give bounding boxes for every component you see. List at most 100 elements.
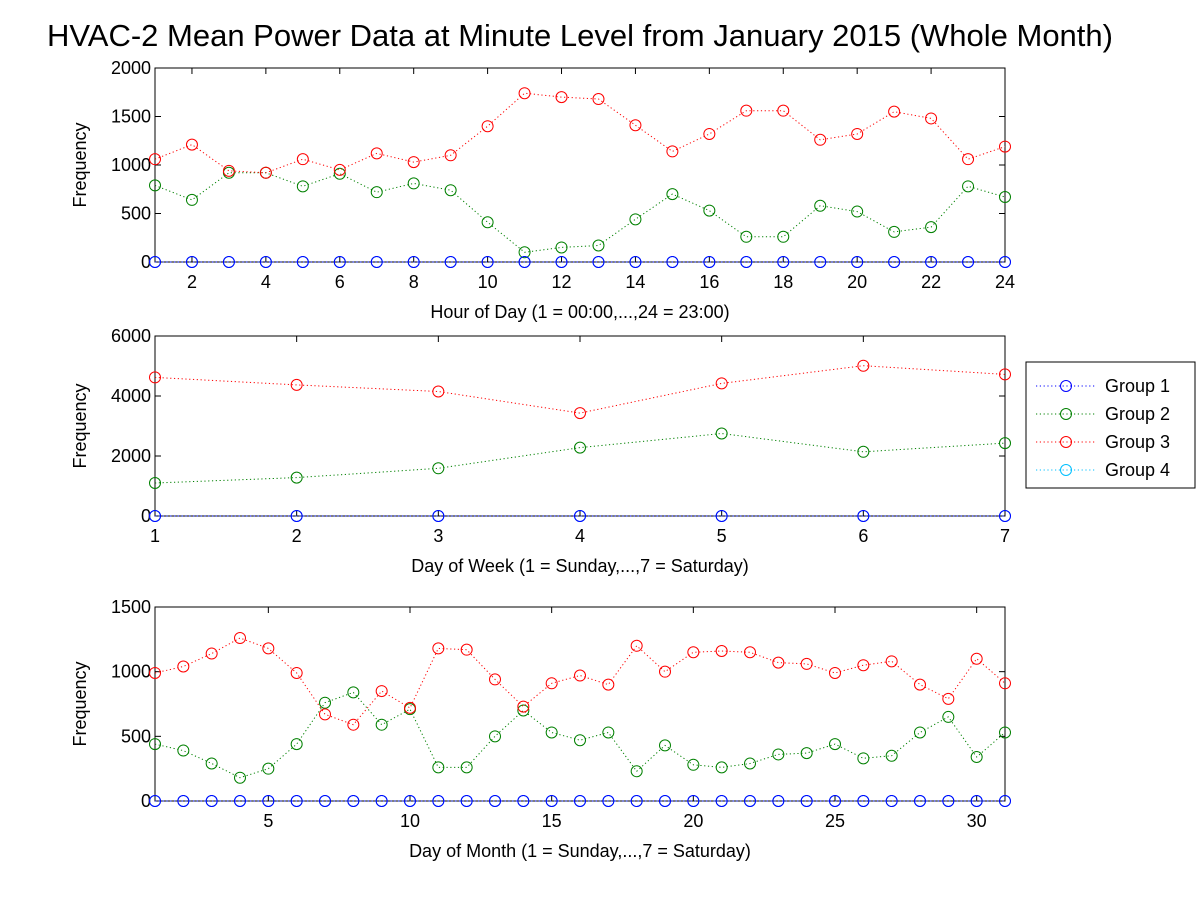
panel-2-y-tick-label: 2000 (111, 446, 151, 466)
panel-1-group-3-point (814, 133, 827, 146)
panel-1-group-1-point (592, 256, 605, 268)
panel-3-group-3-point (177, 660, 190, 673)
panel-3-y-tick-label: 0 (141, 791, 151, 811)
panel-3-group-3-point (432, 642, 445, 655)
panel-2-group-1-point (715, 510, 728, 522)
panel-2-y-axis-label: Frequency (70, 383, 90, 468)
panel-3-group-3-point (942, 692, 955, 705)
panel-1-group-3-point (629, 119, 642, 132)
panel-2-group-1-point (574, 510, 586, 522)
panel-1-group-1-point (185, 256, 198, 268)
panel-1-y-tick-label: 0 (141, 252, 151, 272)
panel-3-y-tick-label: 1000 (111, 662, 151, 682)
legend-label: Group 4 (1105, 460, 1170, 480)
panel-3-group-1-point (290, 795, 303, 807)
panel-1-group-3-point (777, 104, 790, 117)
panel-3-y-axis-label: Frequency (70, 661, 90, 746)
panel-1-group-1-point (925, 256, 938, 268)
panel-3-group-3-point (460, 643, 473, 656)
legend-marker (1060, 380, 1072, 392)
panel-1-x-tick-label: 2 (187, 272, 197, 292)
panel-2-group-2-point (149, 477, 161, 489)
panel-1-group-3-point (703, 127, 716, 140)
panel-1-axes-box (154, 67, 1006, 263)
panel-3-group-2-point (687, 758, 700, 771)
panel-3-group-2-point (744, 757, 756, 770)
panel-2-y-tick-label: 4000 (111, 386, 151, 406)
panel-1-group-1-point (999, 256, 1011, 268)
panel-3-group-1-point (999, 795, 1011, 807)
legend-marker (1060, 464, 1072, 476)
panel-3-group-1-point (829, 795, 841, 807)
panel-3-group-3-point (347, 718, 360, 731)
panel-1-group-2-point (851, 205, 864, 218)
panel-3-group-2-point (602, 726, 615, 739)
panel-3-group-2-point (857, 752, 870, 765)
panel-3-group-2-point (290, 738, 303, 751)
panel-1-group-2-point (444, 184, 457, 197)
panel-1-x-tick-label: 8 (409, 272, 419, 292)
panel-3-group-1-point (432, 795, 445, 807)
panel-1-group-3-point (666, 145, 679, 158)
panel-1-group-2-point (407, 177, 420, 190)
panel-3-y-tick-label: 1500 (111, 597, 151, 617)
panel-3-group-2-point (942, 710, 955, 723)
panel-1-group-2-point (149, 179, 161, 192)
panel-1-group-2-point (999, 191, 1011, 204)
panel-1-group-2-point (370, 186, 383, 199)
panel-1-group-2-line (154, 172, 1006, 253)
panel-1-group-2-point (518, 246, 531, 259)
panel-3-group-2-point (545, 726, 558, 739)
panel-2-group-3-point (715, 377, 728, 390)
panel-2-group-3-point (999, 368, 1011, 381)
panel-3-group-1-point (630, 795, 643, 807)
panel-3-group-3-point (517, 700, 530, 713)
panel-3-group-3-point (970, 652, 983, 665)
panel-3-group-2-point (149, 738, 161, 751)
legend-label: Group 3 (1105, 432, 1170, 452)
panel-3-group-1-point (885, 795, 898, 807)
panel-1-group-3-point (999, 140, 1011, 153)
panel-2-x-tick-label: 4 (575, 526, 585, 546)
legend-marker (1060, 408, 1072, 420)
panel-3-group-3-point (545, 677, 558, 690)
panel-3-group-1-point (517, 795, 530, 807)
panel-1-group-1-point (370, 256, 383, 268)
panel-1-group-1-point (222, 256, 235, 268)
legend-label: Group 1 (1105, 376, 1170, 396)
panel-1-y-tick-label: 1000 (111, 155, 151, 175)
panel-3-group-2-point (177, 744, 190, 757)
panel-1-group-2-point (962, 180, 975, 193)
panel-3-group-3-point (885, 655, 898, 668)
panel-3-group-2-point (630, 765, 643, 778)
panel-1-group-2-point (740, 230, 753, 243)
panel-3-group-3-point (290, 666, 303, 679)
panel-3-group-3-point (319, 708, 331, 721)
panel-1-group-1-point (740, 256, 753, 268)
panel-2-group-2-point (857, 445, 870, 458)
legend-label: Group 2 (1105, 404, 1170, 424)
panel-3-group-3-point (857, 659, 870, 672)
panel-1-x-tick-label: 14 (625, 272, 645, 292)
panel-2-x-tick-label: 5 (717, 526, 727, 546)
panel-2-group-2-point (999, 437, 1011, 450)
panel-3-x-tick-label: 25 (825, 811, 845, 831)
panel-2-x-tick-label: 3 (433, 526, 443, 546)
panel-3-group-2-point (574, 734, 586, 747)
panel-1-group-2-point (481, 216, 494, 229)
panel-2-x-tick-label: 6 (858, 526, 868, 546)
panel-3-group-3-point (262, 642, 275, 655)
panel-1-group-3-point (185, 138, 198, 151)
panel-1-group-1-point (666, 256, 679, 268)
panel-3-group-1-point (715, 795, 728, 807)
panel-1-x-tick-label: 22 (921, 272, 941, 292)
panel-3-group-3-point (602, 678, 615, 691)
panel-3-x-tick-label: 5 (263, 811, 273, 831)
panel-1-group-1-point (962, 256, 975, 268)
panel-3-group-1-point (545, 795, 558, 807)
panel-3-group-1-point (489, 795, 501, 807)
panel-3-y-tick-label: 500 (121, 726, 151, 746)
panel-3-group-2-point (800, 747, 813, 760)
panel-3-group-1-point (800, 795, 813, 807)
panel-3-group-3-point (149, 666, 161, 679)
